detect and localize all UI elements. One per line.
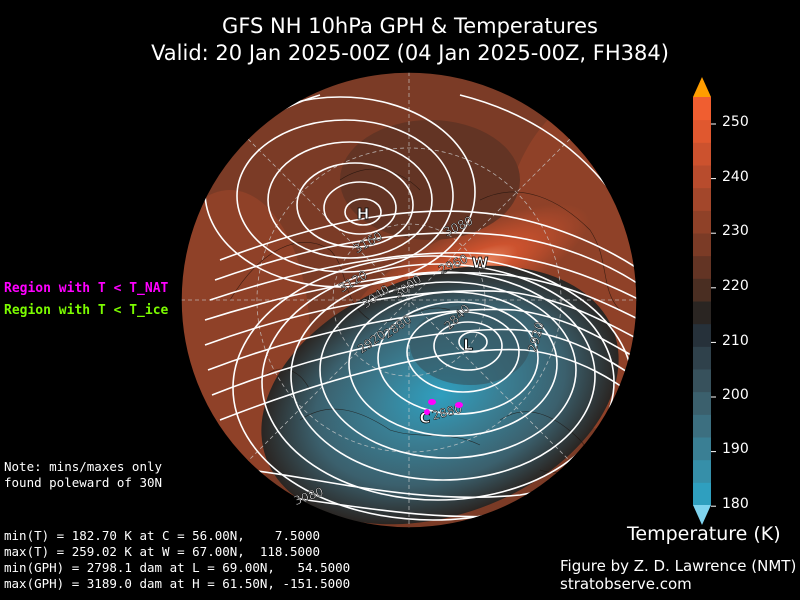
colorbar-tick: 230 [722, 223, 749, 239]
colorbar-segment [693, 301, 711, 325]
extrema-label-c: C [419, 409, 430, 427]
colorbar-segment [693, 142, 711, 166]
note-line-1: Note: mins/maxes only [4, 459, 163, 474]
colorbar-label: Temperature (K) [627, 523, 781, 545]
colorbar-tick: 250 [722, 114, 749, 130]
colorbar-segment [693, 482, 711, 506]
colorbar-segment [693, 391, 711, 415]
colorbar-under-arrow [693, 505, 711, 525]
credit-author: Figure by Z. D. Lawrence (NMT) [560, 557, 797, 575]
note-line-2: found poleward of 30N [4, 475, 163, 490]
tnat-markers [424, 399, 463, 415]
colorbar-tick: 200 [722, 387, 749, 403]
extrema-label-w: W [472, 254, 489, 272]
stats-line-4: max(GPH) = 3189.0 dam at H = 61.50N, -15… [4, 576, 351, 591]
colorbar-tick: 220 [722, 278, 749, 294]
colorbar-segment [693, 369, 711, 393]
extrema-markers: H L W C [356, 205, 489, 428]
chart-subtitle: Valid: 20 Jan 2025-00Z (04 Jan 2025-00Z,… [151, 41, 669, 65]
stats-line-3: min(GPH) = 2798.1 dam at L = 69.00N, 54.… [4, 560, 351, 575]
legend-tnat: Region with T < T_NAT [4, 281, 169, 296]
colorbar-over-arrow [693, 77, 711, 97]
cold-vortex-fill [261, 265, 619, 525]
colorbar-segment [693, 119, 711, 143]
stats-line-1: min(T) = 182.70 K at C = 56.00N, 7.5000 [4, 528, 321, 543]
colorbar-tick: 240 [722, 169, 749, 185]
colorbar [693, 77, 716, 525]
colorbar-segment [693, 437, 711, 461]
extrema-label-h: H [357, 205, 370, 223]
colorbar-segment [693, 233, 711, 257]
colorbar-segment [693, 187, 711, 211]
legend-tice: Region with T < T_ice [4, 303, 169, 318]
colorbar-tick: 210 [722, 333, 749, 349]
colorbar-tick: 190 [722, 441, 749, 457]
colorbar-tick: 180 [722, 496, 749, 512]
colorbar-segment [693, 459, 711, 483]
colorbar-segment [693, 278, 711, 302]
colorbar-segment [693, 255, 711, 279]
colorbar-segment [693, 414, 711, 438]
graticule [181, 72, 637, 528]
colorbar-segment [693, 323, 711, 347]
colorbar-segment [693, 97, 711, 121]
extrema-label-l: L [463, 336, 473, 354]
colorbar-segment [693, 346, 711, 370]
stats-line-2: max(T) = 259.02 K at W = 67.00N, 118.500… [4, 544, 321, 559]
colorbar-segment [693, 165, 711, 189]
colorbar-segment [693, 210, 711, 234]
credit-site: stratobserve.com [560, 575, 692, 593]
chart-title: GFS NH 10hPa GPH & Temperatures [222, 14, 598, 38]
